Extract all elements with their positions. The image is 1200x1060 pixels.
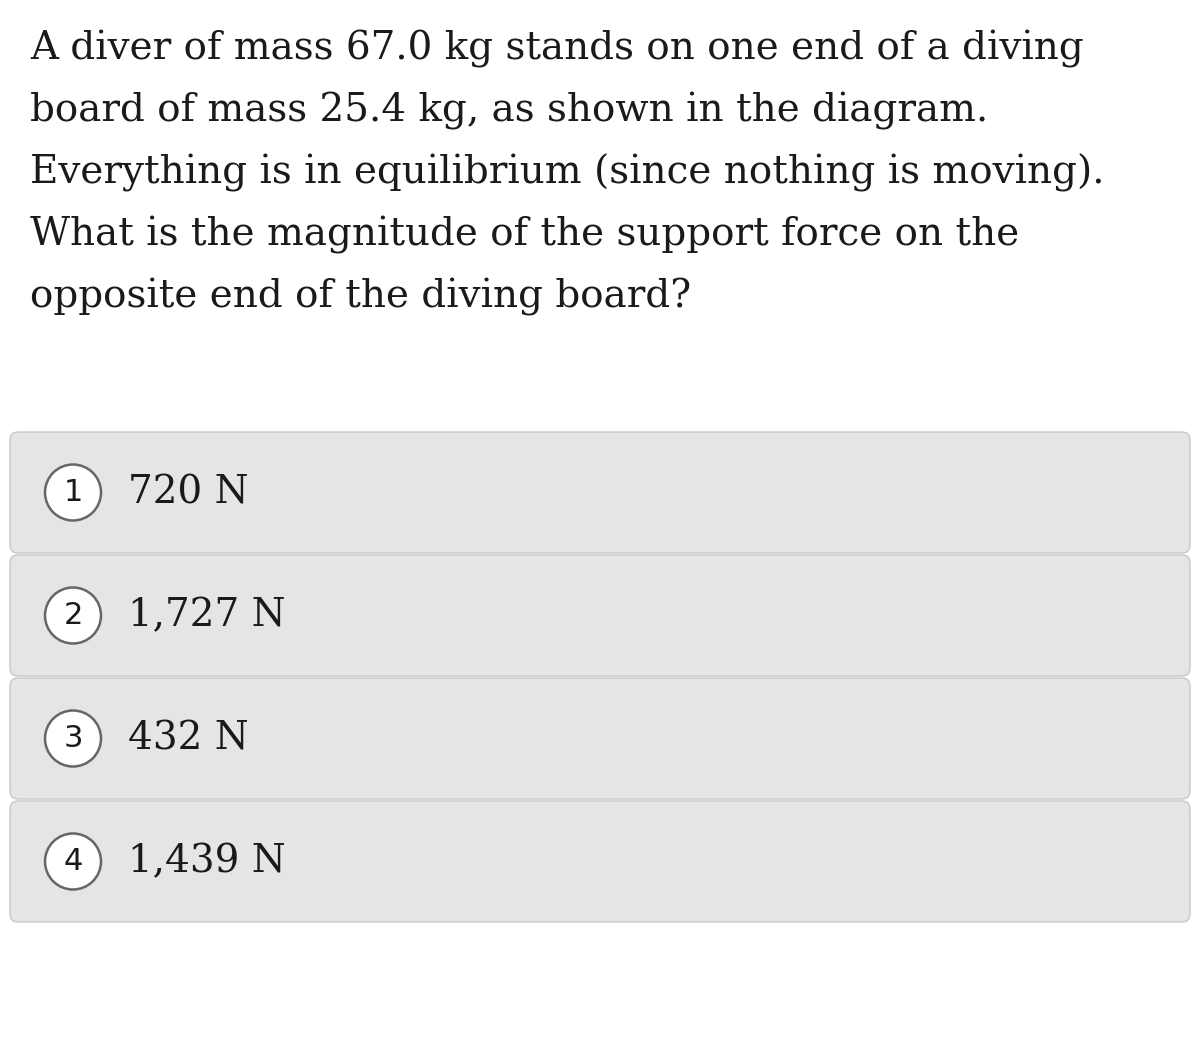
Text: 1,727 N: 1,727 N	[128, 597, 286, 634]
Text: A diver of mass 67.0 kg stands on one end of a diving: A diver of mass 67.0 kg stands on one en…	[30, 30, 1084, 68]
FancyBboxPatch shape	[10, 678, 1190, 799]
Text: 4: 4	[64, 847, 83, 876]
Text: 2: 2	[64, 601, 83, 630]
Text: 432 N: 432 N	[128, 720, 248, 757]
Text: 1,439 N: 1,439 N	[128, 843, 286, 880]
Circle shape	[46, 710, 101, 766]
Circle shape	[46, 464, 101, 520]
FancyBboxPatch shape	[10, 432, 1190, 553]
Text: 3: 3	[64, 724, 83, 753]
Text: Everything is in equilibrium (since nothing is moving).: Everything is in equilibrium (since noth…	[30, 154, 1104, 193]
FancyBboxPatch shape	[10, 801, 1190, 922]
Text: What is the magnitude of the support force on the: What is the magnitude of the support for…	[30, 216, 1019, 254]
Circle shape	[46, 587, 101, 643]
Text: board of mass 25.4 kg, as shown in the diagram.: board of mass 25.4 kg, as shown in the d…	[30, 92, 989, 130]
FancyBboxPatch shape	[10, 555, 1190, 676]
Text: 1: 1	[64, 478, 83, 507]
Text: opposite end of the diving board?: opposite end of the diving board?	[30, 278, 691, 316]
Circle shape	[46, 833, 101, 889]
Text: 720 N: 720 N	[128, 474, 248, 511]
